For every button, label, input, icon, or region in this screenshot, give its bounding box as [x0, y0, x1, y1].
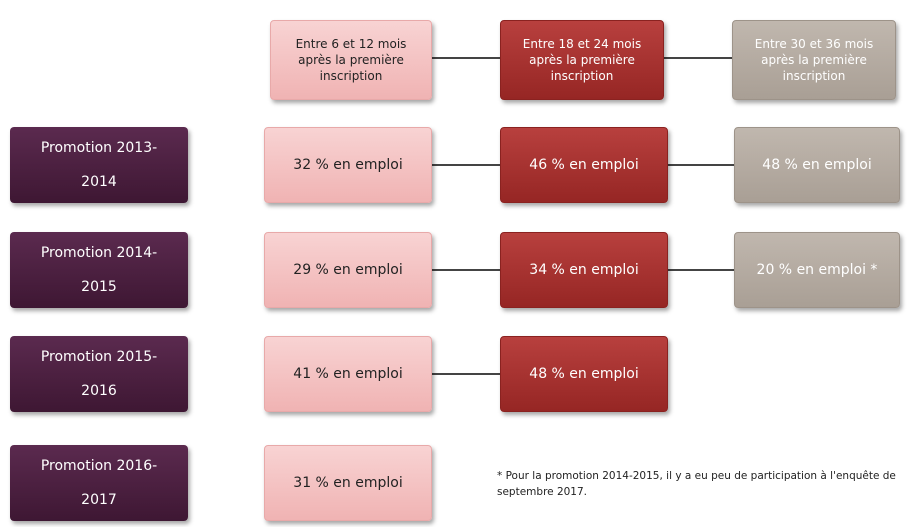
- connector: [668, 269, 734, 271]
- promotion-label: Promotion 2015-2016: [10, 336, 188, 412]
- footnote: * Pour la promotion 2014-2015, il y a eu…: [497, 470, 896, 498]
- employment-cell: 29 % en emploi: [264, 232, 432, 308]
- employment-cell: 34 % en emploi: [500, 232, 668, 308]
- connector: [432, 164, 500, 166]
- employment-cell: 20 % en emploi *: [734, 232, 900, 308]
- promotion-label: Promotion 2013-2014: [10, 127, 188, 203]
- column-header: Entre 30 et 36 mois après la première in…: [732, 20, 896, 100]
- connector: [432, 373, 500, 375]
- promotion-label: Promotion 2016-2017: [10, 445, 188, 521]
- connector: [432, 57, 500, 59]
- employment-cell: 41 % en emploi: [264, 336, 432, 412]
- employment-cell: 46 % en emploi: [500, 127, 668, 203]
- connector: [432, 269, 500, 271]
- connector: [668, 164, 734, 166]
- employment-cell: 48 % en emploi: [734, 127, 900, 203]
- promotion-label: Promotion 2014-2015: [10, 232, 188, 308]
- column-header: Entre 6 et 12 mois après la première ins…: [270, 20, 432, 100]
- employment-cell: 32 % en emploi: [264, 127, 432, 203]
- employment-cell: 48 % en emploi: [500, 336, 668, 412]
- employment-cell: 31 % en emploi: [264, 445, 432, 521]
- column-header: Entre 18 et 24 mois après la première in…: [500, 20, 664, 100]
- connector: [664, 57, 732, 59]
